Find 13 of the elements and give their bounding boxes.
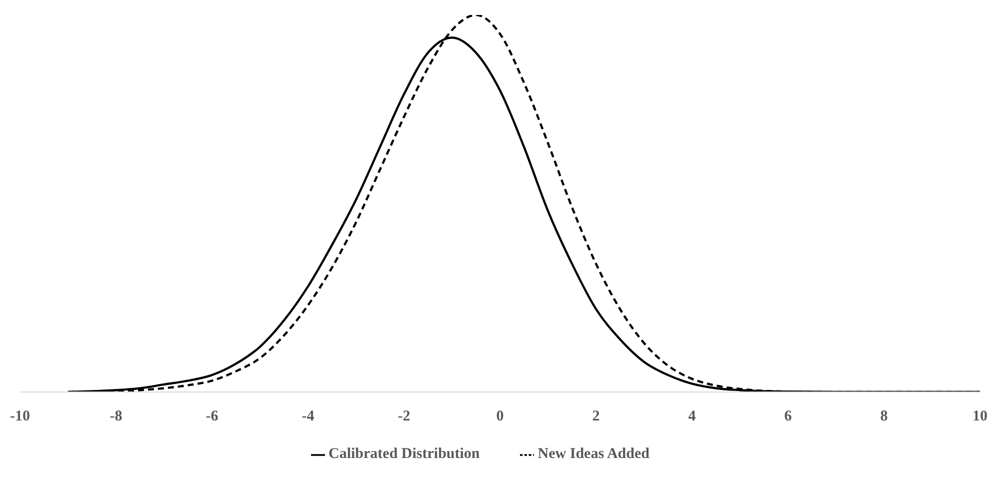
x-tick-label: 0 [496,408,504,425]
x-tick-label: -8 [110,408,122,425]
x-tick-label: 10 [972,408,988,425]
x-tick-label: -2 [398,408,410,425]
x-tick-label: 4 [688,408,696,425]
x-tick-label: -6 [206,408,219,425]
legend-label: Calibrated Distribution [328,446,480,462]
x-tick-label: 2 [592,408,600,425]
x-tick-label: 6 [784,408,792,425]
x-tick-label: -4 [302,408,315,425]
legend-label: New Ideas Added [538,446,650,462]
x-tick-label: -10 [10,408,30,425]
x-tick-label: 8 [880,408,888,425]
